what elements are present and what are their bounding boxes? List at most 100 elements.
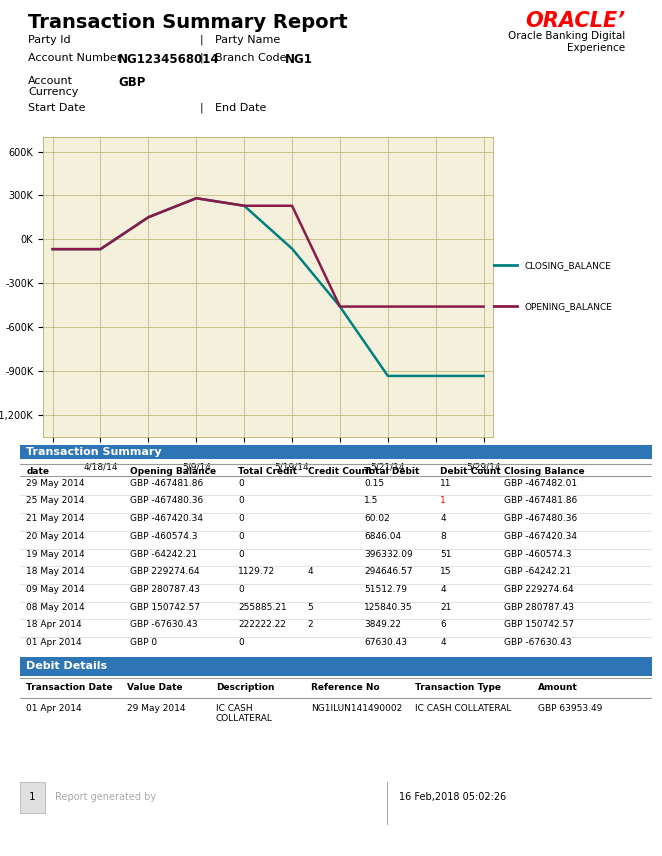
Text: Party Name: Party Name: [215, 35, 280, 45]
Text: Transaction Summary Report: Transaction Summary Report: [28, 13, 348, 32]
Text: 25 May 2014: 25 May 2014: [26, 496, 85, 505]
Text: 5: 5: [308, 603, 313, 612]
Text: 19 May 2014: 19 May 2014: [26, 550, 85, 559]
Text: End Date: End Date: [215, 103, 266, 113]
Text: 01 Apr 2014: 01 Apr 2014: [26, 704, 82, 713]
Text: 1: 1: [440, 496, 446, 505]
Text: Transaction Type: Transaction Type: [415, 683, 501, 692]
Text: 5/21/14: 5/21/14: [371, 463, 405, 472]
Text: GBP -67630.43: GBP -67630.43: [504, 639, 571, 647]
Text: GBP: GBP: [118, 76, 146, 89]
Text: 8: 8: [440, 532, 446, 541]
Text: Description: Description: [216, 683, 274, 692]
Text: GBP -64242.21: GBP -64242.21: [130, 550, 198, 559]
Text: NG1ILUN141490002: NG1ILUN141490002: [310, 704, 402, 713]
Text: 67630.43: 67630.43: [364, 639, 407, 647]
Text: 51: 51: [440, 550, 451, 559]
Text: 4/1/14: 4/1/14: [38, 447, 67, 455]
Text: 01 Apr 2014: 01 Apr 2014: [26, 639, 82, 647]
Text: 294646.57: 294646.57: [364, 568, 413, 576]
Text: IC CASH COLLATERAL: IC CASH COLLATERAL: [415, 704, 511, 713]
Text: Reference No: Reference No: [310, 683, 379, 692]
Text: 1: 1: [29, 793, 36, 802]
Text: Account Number: Account Number: [28, 53, 121, 62]
Text: ORACLE’: ORACLE’: [525, 11, 625, 31]
Text: GBP -467480.36: GBP -467480.36: [504, 514, 577, 523]
Text: 3849.22: 3849.22: [364, 621, 401, 629]
Text: GBP -467481.86: GBP -467481.86: [504, 496, 577, 505]
Text: 0: 0: [238, 496, 244, 505]
Text: Debit Count: Debit Count: [440, 467, 501, 476]
Text: NG1234568014: NG1234568014: [118, 53, 220, 66]
Text: GBP -467480.36: GBP -467480.36: [130, 496, 204, 505]
Text: |: |: [200, 53, 204, 63]
Text: 15: 15: [440, 568, 451, 576]
Text: GBP 280787.43: GBP 280787.43: [504, 603, 573, 612]
Text: 255885.21: 255885.21: [238, 603, 287, 612]
Text: 18 May 2014: 18 May 2014: [26, 568, 85, 576]
Text: 0: 0: [238, 479, 244, 488]
Text: 29 May 2014: 29 May 2014: [26, 479, 85, 488]
Text: 18 Apr 2014: 18 Apr 2014: [26, 621, 82, 629]
Text: Transaction Date: Transaction Date: [26, 683, 113, 692]
Text: Oracle Banking Digital
Experience: Oracle Banking Digital Experience: [508, 31, 625, 52]
Text: OPENING_BALANCE: OPENING_BALANCE: [525, 302, 613, 311]
Text: 5/20/14: 5/20/14: [322, 447, 357, 455]
Text: 21 May 2014: 21 May 2014: [26, 514, 85, 523]
Text: Party Id: Party Id: [28, 35, 71, 45]
Text: 4: 4: [440, 585, 446, 594]
Text: 4: 4: [440, 639, 446, 647]
Text: IC CASH
COLLATERAL: IC CASH COLLATERAL: [216, 704, 273, 723]
Text: 29 May 2014: 29 May 2014: [127, 704, 186, 713]
Text: 11: 11: [440, 479, 451, 488]
Text: GBP 150742.57: GBP 150742.57: [504, 621, 573, 629]
Text: Debit Details: Debit Details: [26, 662, 107, 671]
Text: Report generated by: Report generated by: [55, 793, 156, 802]
Text: 6846.04: 6846.04: [364, 532, 402, 541]
Text: 5/19/14: 5/19/14: [275, 463, 309, 472]
Text: 6: 6: [440, 621, 446, 629]
Text: 4/18/14: 4/18/14: [83, 463, 118, 472]
Text: 5/18/14: 5/18/14: [227, 447, 261, 455]
Text: 21: 21: [440, 603, 451, 612]
Text: |: |: [200, 35, 204, 45]
Text: 0: 0: [238, 585, 244, 594]
Text: GBP -67630.43: GBP -67630.43: [130, 621, 198, 629]
Text: 0: 0: [238, 532, 244, 541]
Text: Credit Count: Credit Count: [308, 467, 372, 476]
Text: GBP 280787.43: GBP 280787.43: [130, 585, 201, 594]
Text: GBP 229274.64: GBP 229274.64: [130, 568, 200, 576]
Text: Account
Currency: Account Currency: [28, 76, 78, 98]
Text: 1.5: 1.5: [364, 496, 379, 505]
Text: GBP -467420.34: GBP -467420.34: [130, 514, 203, 523]
Text: 51512.79: 51512.79: [364, 585, 407, 594]
Text: Branch Code: Branch Code: [215, 53, 287, 62]
Text: Opening Balance: Opening Balance: [130, 467, 216, 476]
Text: GBP -460574.3: GBP -460574.3: [504, 550, 571, 559]
Text: GBP -467482.01: GBP -467482.01: [504, 479, 577, 488]
Text: 5/25/14: 5/25/14: [418, 447, 453, 455]
Text: NG1: NG1: [285, 53, 313, 66]
Text: Total Debit: Total Debit: [364, 467, 420, 476]
Text: 0.15: 0.15: [364, 479, 385, 488]
Text: 4: 4: [440, 514, 446, 523]
Text: Total Credit: Total Credit: [238, 467, 297, 476]
Text: GBP 229274.64: GBP 229274.64: [504, 585, 573, 594]
Bar: [20, 657, 652, 676]
Text: 09 May 2014: 09 May 2014: [26, 585, 85, 594]
Text: 396332.09: 396332.09: [364, 550, 413, 559]
Text: 20 May 2014: 20 May 2014: [26, 532, 85, 541]
Text: 222222.22: 222222.22: [238, 621, 286, 629]
Text: GBP -460574.3: GBP -460574.3: [130, 532, 198, 541]
Text: GBP -467420.34: GBP -467420.34: [504, 532, 577, 541]
Text: 0: 0: [238, 514, 244, 523]
Text: Transaction Summary: Transaction Summary: [26, 447, 162, 457]
Text: 5/29/14: 5/29/14: [466, 463, 501, 472]
Text: Amount: Amount: [538, 683, 578, 692]
Text: 1129.72: 1129.72: [238, 568, 275, 576]
Bar: [20, 445, 652, 459]
Text: GBP 0: GBP 0: [130, 639, 158, 647]
Text: GBP 63953.49: GBP 63953.49: [538, 704, 602, 713]
Text: Closing Balance: Closing Balance: [504, 467, 584, 476]
Bar: [20, 782, 45, 813]
